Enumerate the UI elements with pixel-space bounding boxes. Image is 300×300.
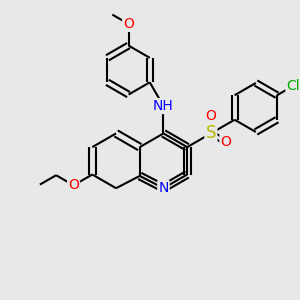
Text: N: N	[158, 181, 169, 195]
Text: O: O	[68, 178, 79, 192]
Text: O: O	[220, 135, 231, 149]
Text: S: S	[206, 124, 216, 142]
Text: O: O	[123, 17, 134, 31]
Text: NH: NH	[153, 99, 174, 113]
Text: Cl: Cl	[286, 79, 300, 93]
Text: O: O	[206, 109, 216, 123]
